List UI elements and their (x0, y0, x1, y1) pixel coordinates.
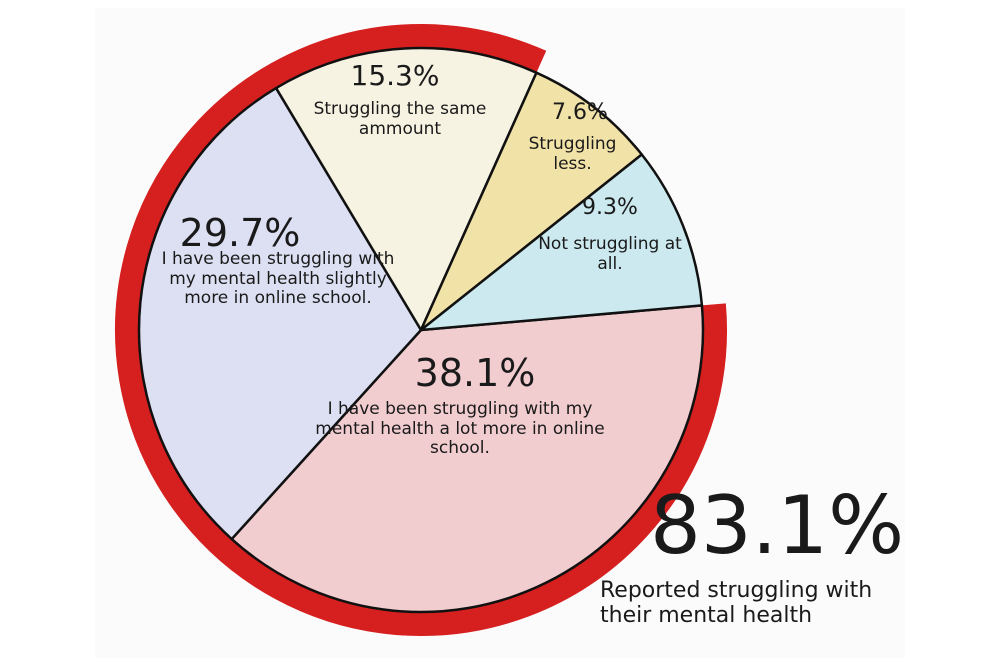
pie-slice (230, 304, 705, 614)
annotation-text-box: Reported struggling with their mental he… (600, 578, 873, 629)
pie-slice (419, 71, 644, 332)
slice-description: I have been struggling with my mental he… (161, 250, 395, 309)
slice-description: Not struggling at all. (538, 235, 682, 274)
value-label-box: 38.1% (414, 352, 536, 395)
slice-description-box: Struggling the same ammount (313, 100, 487, 139)
slice-description: I have been struggling with my mental he… (315, 400, 605, 459)
slice-description: Struggling less. (528, 135, 617, 174)
annotation-value-box: 83.1% (650, 480, 905, 572)
value-label: 9.3% (582, 195, 638, 220)
slice-description-box: I have been struggling with my mental he… (315, 400, 605, 459)
pie-slice (419, 153, 704, 332)
slice-description-box: Struggling less. (528, 135, 617, 174)
pie-slice (137, 86, 423, 541)
slice-description-box: I have been struggling with my mental he… (161, 250, 395, 309)
value-label-box: 15.3% (350, 60, 440, 92)
value-label-box: 29.7% (179, 212, 301, 255)
annotation-text: Reported struggling with their mental he… (600, 578, 873, 629)
value-label-box: 9.3% (582, 195, 638, 220)
pie-slice (274, 46, 538, 332)
value-label: 38.1% (414, 352, 536, 395)
annotation-value: 83.1% (650, 480, 905, 572)
slice-description-box: Not struggling at all. (538, 235, 682, 274)
slice-description: Struggling the same ammount (313, 100, 487, 139)
value-label: 7.6% (552, 100, 608, 125)
value-label: 15.3% (350, 60, 440, 92)
value-label-box: 7.6% (552, 100, 608, 125)
highlight-arc (115, 24, 727, 636)
value-label: 29.7% (179, 212, 301, 255)
